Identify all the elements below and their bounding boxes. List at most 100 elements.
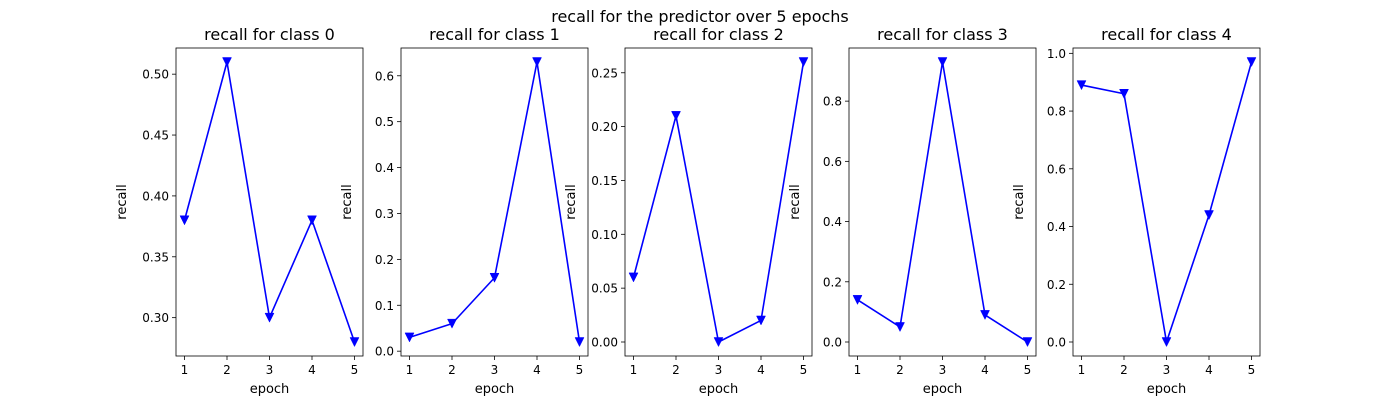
data-point-marker [628,272,639,283]
y-tick-label: 0.0 [1047,336,1066,350]
x-tick-label: 5 [1248,363,1256,377]
y-tick-label: 0.8 [823,95,842,109]
x-tick-label: 1 [181,363,189,377]
x-tick-label: 2 [223,363,231,377]
x-axis-label: epoch [699,382,739,397]
data-point-marker [1076,80,1087,91]
series-line [857,61,1028,343]
subplot-class-3: recall for class 3 1 2 3 4 5 0.0 0.2 0.4 0.6 0.8 ep… [788,25,1037,397]
subplot-title: recall for class 1 [429,25,560,44]
y-tick-label: 0.6 [823,155,842,169]
series-line [1081,61,1253,343]
data-point-marker [1204,210,1214,221]
y-axis-label: recall [564,184,579,219]
y-tick-label: 0.1 [375,299,394,313]
data-point-marker [1022,337,1033,348]
x-tick-label: 1 [406,363,414,377]
data-point-marker [895,322,905,333]
y-axis-label: recall [788,184,803,219]
y-tick-label: 0.2 [823,275,842,289]
y-tick-label: 0.10 [591,228,618,242]
y-tick-label: 0.20 [591,120,618,134]
data-point-marker [532,57,542,68]
subplot-class-1: recall for class 1 1 2 3 4 5 0.0 0.1 0.2 0.3 0.4 0.… [340,25,589,397]
y-tick-label: 0.2 [375,253,394,267]
plot-frame [400,47,589,357]
x-tick-label: 4 [308,363,316,377]
plot-frame [848,47,1037,357]
x-tick-label: 4 [981,363,989,377]
x-tick-label: 5 [1024,363,1032,377]
x-tick-label: 5 [576,363,584,377]
x-tick-label: 4 [757,363,765,377]
y-tick-label: 0.45 [142,129,169,143]
y-tick-label: 0.40 [142,189,169,203]
plot-frame [1072,47,1261,357]
subplot-title: recall for class 4 [1101,25,1232,44]
x-tick-label: 5 [800,363,808,377]
y-tick-label: 0.4 [375,161,394,175]
x-axis-label: epoch [250,382,290,397]
x-axis-label: epoch [923,382,963,397]
y-tick-label: 0.35 [142,250,169,264]
x-tick-label: 3 [266,363,274,377]
subplot-title: recall for class 3 [877,25,1008,44]
x-tick-label: 3 [715,363,723,377]
y-axis-label: recall [115,184,130,219]
data-point-marker [1246,57,1257,68]
data-point-marker [179,215,190,226]
data-point-marker [489,272,500,283]
data-point-marker [713,337,724,348]
y-tick-label: 0.8 [1047,105,1066,119]
subplot-grid: recall for class 01 2 3 4 50.300.350.400.450… [115,25,1261,397]
subplot-class-0: recall for class 0 1 2 3 4 5 0.30 0.35 0.40 0.45 0… [115,25,364,397]
x-tick-label: 2 [896,363,904,377]
y-tick-label: 0.25 [591,66,618,80]
y-tick-label: 0.4 [823,215,842,229]
y-tick-label: 0.05 [591,282,618,296]
x-tick-label: 5 [351,363,359,377]
subplot-class-4: recall for class 4 1 2 3 4 5 0.0 0.2 0.4 0.6 0.8 1.… [1012,25,1261,397]
plot-frame [624,47,813,357]
data-point-marker [1161,337,1172,348]
series-line [183,61,356,343]
y-tick-label: 0.15 [591,174,618,188]
y-tick-label: 0.3 [375,207,394,221]
x-tick-label: 3 [491,363,499,377]
x-tick-label: 2 [1120,363,1128,377]
plot-frame [175,47,364,357]
y-tick-label: 0.6 [1047,162,1066,176]
series-line [632,61,805,343]
data-point-marker [264,312,275,323]
y-tick-label: 0.30 [142,311,169,325]
subplot-class-2: recall for class 2 1 2 3 4 5 0.00 0.05 0.10 0.15 0… [564,25,813,397]
y-tick-label: 1.0 [1047,47,1066,61]
x-axis-label: epoch [1147,382,1187,397]
data-point-marker [222,57,232,68]
data-point-marker [447,318,457,329]
data-point-marker [349,337,360,348]
data-point-marker [852,295,863,305]
series-line [409,61,581,343]
x-tick-label: 1 [854,363,862,377]
y-tick-label: 0.00 [591,336,618,350]
data-point-marker [671,111,681,121]
y-axis-label: recall [340,184,355,219]
x-tick-label: 4 [1205,363,1213,377]
data-point-marker [1119,89,1129,99]
y-tick-label: 0.50 [142,68,169,82]
subplot-title: recall for class 0 [204,25,335,44]
x-axis-label: epoch [475,382,515,397]
subplot-title: recall for class 2 [653,25,784,44]
x-tick-label: 3 [939,363,947,377]
y-tick-label: 0.0 [375,345,394,359]
x-tick-label: 3 [1163,363,1171,377]
y-tick-label: 0.2 [1047,278,1066,292]
x-tick-label: 1 [1078,363,1086,377]
data-point-marker [756,315,766,326]
y-tick-label: 0.0 [823,336,842,350]
data-point-marker [404,332,415,343]
y-tick-label: 0.6 [375,69,394,83]
y-tick-label: 0.4 [1047,220,1066,234]
